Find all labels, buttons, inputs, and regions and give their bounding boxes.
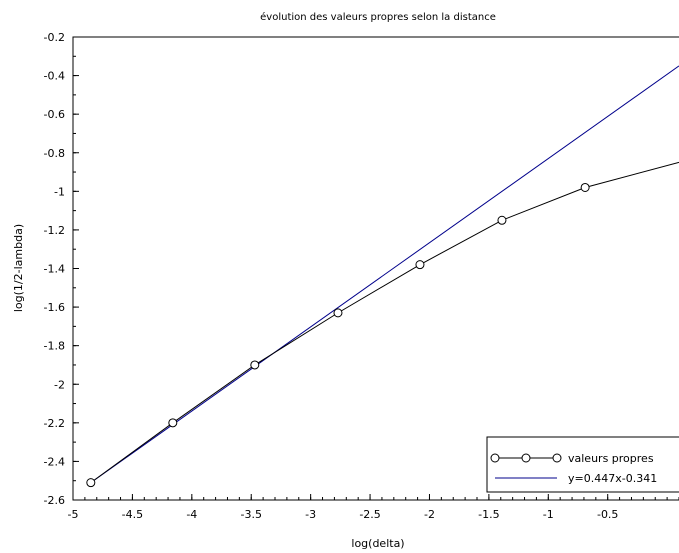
y-axis: -0.2 -0.4 -0.6 -0.8 -1 -1.2 -1.4 -1.6 -1.8 -2 -2.2…: [44, 31, 79, 507]
legend-box: [486, 436, 679, 493]
data-point: [250, 360, 260, 370]
y-tick-label: -1.6: [44, 301, 65, 314]
data-point: [497, 215, 507, 225]
y-tick-label: -0.8: [44, 147, 65, 160]
y-tick-label: -0.2: [44, 31, 65, 44]
legend-marker: [490, 453, 500, 463]
x-tick-label: -1: [543, 508, 554, 521]
x-tick-label: -2: [424, 508, 435, 521]
legend-marker: [552, 453, 562, 463]
x-tick-label: -4.5: [122, 508, 143, 521]
y-tick-label: -2.6: [44, 494, 65, 507]
legend-label-fit: y=0.447x-0.341: [568, 472, 657, 485]
data-point: [580, 182, 590, 192]
data-point: [333, 308, 343, 318]
data-point: [168, 418, 178, 428]
y-tick-label: -2: [54, 378, 65, 391]
legend-marker: [521, 453, 531, 463]
x-tick-label: -4: [186, 508, 197, 521]
y-tick-label: -2.4: [44, 455, 65, 468]
y-tick-label: -0.4: [44, 70, 65, 83]
legend: valeurs propres y=0.447x-0.341: [486, 436, 679, 493]
chart-title: évolution des valeurs propres selon la d…: [260, 11, 496, 23]
y-tick-label: -1: [54, 185, 65, 198]
x-tick-label: -0.5: [597, 508, 618, 521]
y-tick-label: -1.4: [44, 263, 65, 276]
series-fit-line: [90, 65, 679, 484]
x-axis: -5 -4.5 -4 -3.5 -3 -2.5 -2 -1.5 -1 -0.5: [68, 494, 679, 521]
y-tick-label: -2.2: [44, 417, 65, 430]
series-valeurs-propres-line: [90, 161, 679, 484]
y-tick-label: -1.2: [44, 224, 65, 237]
legend-label-valeurs-propres: valeurs propres: [568, 452, 654, 465]
y-tick-label: -0.6: [44, 108, 65, 121]
x-tick-label: -3: [305, 508, 316, 521]
y-axis-title: log(1/2-lambda): [12, 224, 25, 312]
data-point: [415, 260, 425, 270]
x-tick-label: -5: [68, 508, 79, 521]
series-layer: [86, 65, 679, 488]
x-tick-label: -3.5: [241, 508, 262, 521]
x-axis-title: log(delta): [351, 537, 404, 550]
y-tick-label: -1.8: [44, 340, 65, 353]
x-tick-label: -1.5: [478, 508, 499, 521]
x-tick-label: -2.5: [359, 508, 380, 521]
data-point: [86, 478, 96, 488]
